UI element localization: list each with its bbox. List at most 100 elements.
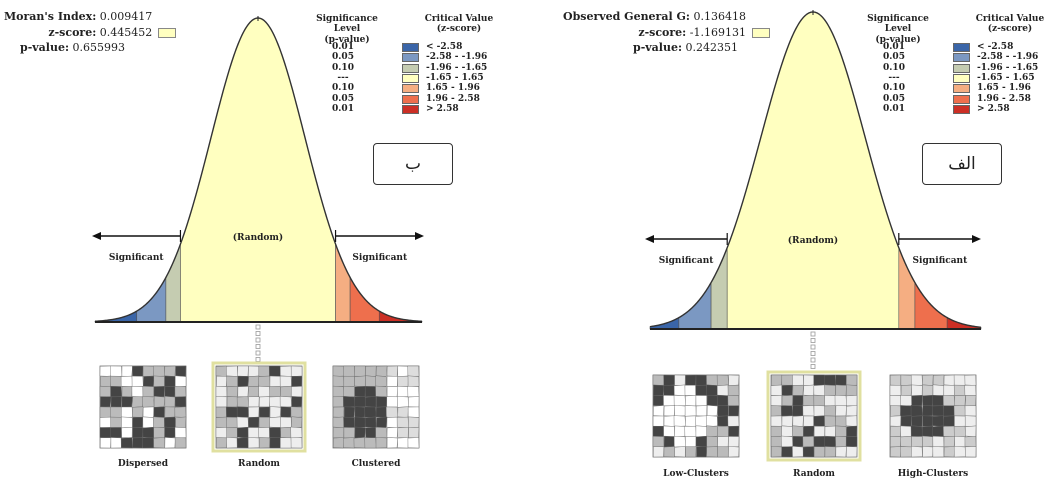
map-polygon [226, 386, 238, 398]
map-polygon [695, 395, 708, 407]
map-polygon [164, 386, 176, 398]
map-polygon [175, 365, 187, 377]
map-polygon [814, 425, 826, 437]
map-polygon [280, 416, 292, 428]
map-polygon [109, 406, 123, 418]
legend-color-swatch [953, 104, 970, 114]
map-polygon [226, 365, 239, 377]
legend-color-swatch [402, 94, 419, 104]
map-polygon [943, 415, 955, 427]
legend-sig-value: 0.01 [883, 42, 905, 52]
map-polygon [215, 416, 228, 428]
map-polygon [813, 436, 826, 448]
map-polygon [99, 386, 112, 398]
map-polygon [684, 425, 697, 437]
legend-sig-value: 0.01 [332, 103, 354, 114]
map-polygon [131, 386, 144, 398]
legend-color-swatch [402, 63, 419, 73]
legend-crit-value: -1.65 - 1.65 [426, 72, 484, 83]
map-polygon [835, 446, 847, 458]
legend-sig-value: 0.01 [883, 103, 905, 114]
map-polygon [375, 406, 388, 418]
map-polygon [100, 396, 112, 408]
map-polygon [110, 375, 123, 387]
map-polygon [397, 426, 409, 439]
map-polygon [142, 365, 155, 377]
pattern-label-0: Low-Clusters [663, 469, 729, 479]
map-polygon [247, 427, 260, 439]
map-polygon [164, 396, 176, 408]
legend-crit-value: 1.65 - 1.96 [426, 83, 480, 94]
map-polygon [846, 384, 858, 397]
map-polygon [258, 406, 271, 418]
map-polygon [386, 426, 399, 439]
map-polygon [397, 365, 409, 377]
map-polygon [943, 425, 956, 437]
map-polygon [954, 415, 966, 427]
connector-dot [255, 357, 261, 362]
map-polygon [922, 405, 934, 417]
map-polygon [343, 427, 355, 439]
panel-general-g: Observed General G: 0.136418 z-score: -1… [545, 0, 1059, 479]
map-polygon [248, 386, 260, 398]
map-polygon [248, 365, 260, 377]
map-polygon [226, 437, 238, 449]
map-polygon [237, 365, 249, 377]
map-polygon [781, 415, 793, 427]
legend-sig-value: 0.05 [332, 52, 354, 63]
pattern-label-1: Random [238, 459, 280, 469]
significant-left-label: Significant [109, 253, 165, 263]
map-polygon [290, 426, 303, 439]
map-polygon [174, 437, 187, 449]
map-polygon [890, 374, 902, 386]
map-polygon [685, 436, 697, 448]
map-polygon [954, 395, 966, 407]
map-polygon [792, 425, 804, 438]
map-polygon [706, 384, 718, 397]
map-polygon [846, 405, 858, 417]
map-polygon [900, 405, 913, 417]
legend-crit-value: -1.96 - -1.65 [977, 62, 1039, 73]
legend-sig-value: --- [337, 72, 349, 83]
map-polygon [717, 425, 729, 437]
stat-z-score: z-score: -1.169131 [563, 25, 770, 41]
map-polygon [834, 395, 848, 407]
panel-morans-i: Moran's Index: 0.009417 z-score: 0.44545… [0, 0, 510, 479]
region-z-1-96-to-1-65 [710, 247, 728, 330]
pattern-label-2: Clustered [352, 459, 402, 469]
map-polygon [911, 436, 923, 448]
map-polygon [153, 395, 166, 408]
map-polygon [964, 384, 977, 396]
map-polygon [781, 384, 793, 396]
map-polygon [770, 425, 783, 437]
map-polygon [824, 384, 836, 397]
legend-sig-value: 0.10 [332, 62, 354, 73]
legend-crit-value: 1.96 - 2.58 [977, 93, 1031, 104]
map-polygon [343, 375, 355, 387]
map-polygon [291, 396, 303, 408]
legend-row: 0.01 < -2.58 [302, 42, 512, 52]
connector-dot [255, 337, 261, 343]
significance-legend: Significance Level (p-value) Critical Valu… [853, 14, 1059, 134]
map-polygon [226, 416, 238, 428]
map-polygon [248, 416, 260, 428]
legend-row: 0.05 1.96 - 2.58 [302, 94, 512, 104]
left-arrow-head [645, 235, 654, 243]
map-polygon [835, 436, 847, 448]
map-polygon [142, 416, 155, 429]
map-polygon [99, 365, 112, 377]
map-polygon [174, 427, 187, 439]
map-polygon [953, 446, 966, 458]
selected-thumb-frame [211, 361, 307, 453]
region-random [180, 17, 336, 323]
map-polygon [269, 396, 282, 408]
map-polygon [663, 425, 675, 438]
map-polygon [343, 437, 356, 449]
map-polygon [803, 374, 815, 386]
map-polygon [237, 375, 249, 387]
map-polygon [131, 375, 144, 387]
map-polygon [965, 415, 977, 427]
pattern-label-2: High-Clusters [898, 469, 968, 479]
map-polygon [727, 384, 740, 396]
map-polygon [343, 385, 355, 398]
